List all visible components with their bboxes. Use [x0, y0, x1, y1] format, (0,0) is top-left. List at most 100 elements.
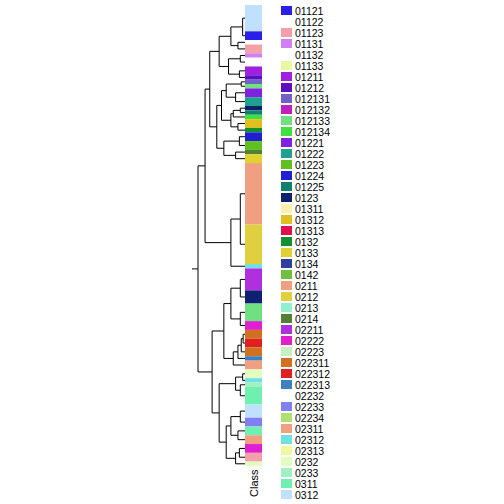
class-bar — [245, 128, 262, 132]
merge — [224, 141, 240, 155]
merge — [236, 453, 245, 464]
class-bar — [245, 378, 262, 382]
class-bar — [245, 80, 262, 84]
legend-swatch — [281, 61, 292, 70]
class-bar — [245, 387, 262, 405]
class-bar — [245, 304, 262, 322]
legend-swatch — [281, 237, 292, 246]
legend-swatch — [281, 457, 292, 466]
legend-label: 0312 — [295, 489, 319, 501]
merge — [240, 108, 245, 112]
class-bar — [245, 290, 262, 303]
merge — [205, 89, 231, 243]
merge — [240, 411, 245, 422]
legend-swatch — [281, 259, 292, 268]
legend-swatch — [281, 369, 292, 378]
class-bar — [245, 141, 262, 150]
legend-swatch — [281, 336, 292, 345]
class-bar — [245, 58, 262, 67]
class-bar — [245, 330, 262, 339]
class-bar — [245, 106, 262, 110]
merge — [233, 352, 245, 365]
merge — [240, 312, 245, 325]
legend-swatch — [281, 479, 292, 488]
legend-swatch — [281, 171, 292, 180]
class-bar — [245, 339, 262, 348]
legend-swatch — [281, 292, 292, 301]
class-bar — [245, 426, 262, 435]
axis-label: Class — [248, 469, 260, 497]
class-bar — [245, 154, 262, 163]
merge — [243, 18, 245, 36]
merge — [238, 431, 245, 440]
legend-swatch — [281, 490, 292, 499]
class-bar — [245, 40, 262, 44]
class-bar — [245, 435, 262, 444]
class-bar — [245, 132, 262, 141]
merge — [236, 152, 245, 159]
chart: Class 01121011220112301131011320113301211… — [0, 0, 504, 504]
merge — [240, 55, 245, 62]
merge — [212, 331, 224, 413]
merge — [243, 374, 245, 381]
legend-swatch — [281, 182, 292, 191]
class-bar — [245, 347, 262, 356]
merge — [229, 59, 241, 74]
legend-swatch — [281, 270, 292, 279]
class-bar — [245, 150, 262, 154]
legend-swatch — [281, 446, 292, 455]
class-bar — [245, 418, 262, 427]
class-bar — [245, 75, 262, 79]
merge — [240, 385, 245, 396]
legend-swatch — [281, 215, 292, 224]
legend-swatch — [281, 226, 292, 235]
legend-swatch — [281, 248, 292, 257]
class-bar — [245, 45, 262, 54]
legend-swatch — [281, 303, 292, 312]
merge — [233, 110, 245, 117]
legend-swatch — [281, 149, 292, 158]
legend-swatch — [281, 94, 292, 103]
merge — [239, 448, 245, 457]
class-bar — [245, 53, 262, 57]
legend-swatch — [281, 160, 292, 169]
class-bar — [245, 264, 262, 268]
class-bar — [245, 361, 262, 370]
class-bar — [245, 405, 262, 418]
class-bar — [245, 84, 262, 88]
legend-swatch — [281, 72, 292, 81]
class-bar — [245, 119, 262, 128]
legend-swatch — [281, 116, 292, 125]
merge — [224, 304, 233, 359]
legend-swatch — [281, 413, 292, 422]
class-bar — [245, 444, 262, 453]
class-bar — [245, 66, 262, 75]
merge — [231, 288, 240, 319]
legend-swatch — [281, 127, 292, 136]
class-bar — [245, 369, 262, 378]
legend-swatch — [281, 468, 292, 477]
class-bar — [245, 356, 262, 360]
merge — [238, 345, 245, 358]
merge — [241, 82, 245, 86]
legend-swatch — [281, 391, 292, 400]
class-bar — [245, 31, 262, 40]
legend-swatch — [281, 83, 292, 92]
merge — [240, 194, 245, 244]
legend-swatch — [281, 39, 292, 48]
class-bar — [245, 453, 262, 462]
merge — [243, 334, 245, 343]
merge — [231, 417, 240, 436]
legend-swatch — [281, 347, 292, 356]
merge — [219, 384, 235, 442]
merge — [238, 42, 245, 49]
class-bar — [245, 88, 262, 97]
merge — [236, 93, 245, 102]
legend-swatch — [281, 138, 292, 147]
merge — [239, 137, 245, 146]
legend-swatch — [281, 325, 292, 334]
root-stub — [192, 268, 198, 269]
merge — [238, 124, 245, 131]
class-bar — [245, 383, 262, 387]
legend: 0112101122011230113101132011330121101212… — [281, 5, 330, 501]
